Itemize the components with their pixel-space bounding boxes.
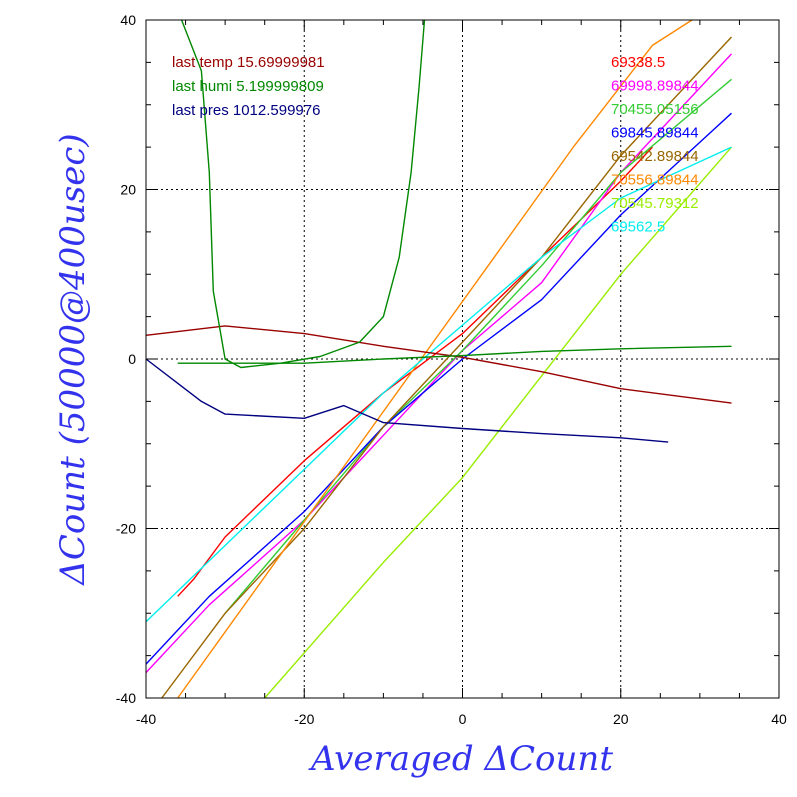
series-line-8 (145, 325, 732, 404)
y-tick-label-4: 40 (120, 12, 136, 28)
legend-entry-0: 69338.5 (611, 54, 665, 71)
legend-entry-5: 70556.89844 (611, 172, 699, 189)
series-line-4 (161, 36, 733, 699)
series-line-11 (180, 19, 426, 369)
y-tick-label-1: -20 (116, 521, 136, 537)
y-tick-label-2: 0 (128, 351, 136, 367)
series-line-10 (145, 358, 669, 443)
legend-entry-3: 69845.89844 (611, 125, 699, 142)
legend-entry-4: 69542.89844 (611, 148, 699, 165)
legend: 69338.5 69998.89844 70455.05156 69845.89844… (611, 54, 699, 236)
x-axis-title: Averaged ΔCount (308, 739, 613, 779)
series-line-9 (177, 345, 732, 364)
legend-entry-1: 69998.89844 (611, 78, 699, 95)
series-line-6 (264, 146, 733, 699)
ticks (145, 19, 780, 699)
legend-entry-7: 69562.5 (611, 219, 665, 236)
series-line-2 (224, 78, 732, 614)
series-layer (145, 19, 733, 699)
series-line-5 (177, 19, 693, 699)
legend-entry-6: 70545.79312 (611, 195, 699, 212)
x-tick-label-2: 0 (459, 711, 467, 727)
info-label-1: last humi 5.199999809 (172, 78, 324, 95)
info-label-2: last pres 1012.599976 (172, 102, 320, 119)
y-tick-label-3: 20 (120, 182, 136, 198)
series-line-3 (145, 112, 732, 665)
x-tick-label-4: 40 (771, 711, 787, 727)
info-label-0: last temp 15.69999981 (172, 54, 325, 71)
x-tick-label-1: -20 (294, 711, 314, 727)
tick-labels: -40 -20 0 20 40 -40 -20 0 20 40 (116, 12, 787, 727)
info-labels: last temp 15.69999981 last humi 5.1999998… (172, 54, 325, 119)
legend-entry-2: 70455.05156 (611, 101, 699, 118)
series-line-7 (145, 146, 732, 623)
x-tick-label-3: 20 (613, 711, 629, 727)
y-axis-title: ΔCount (50000@400usec) (53, 133, 93, 586)
y-tick-label-0: -40 (116, 690, 136, 706)
x-tick-label-0: -40 (136, 711, 156, 727)
